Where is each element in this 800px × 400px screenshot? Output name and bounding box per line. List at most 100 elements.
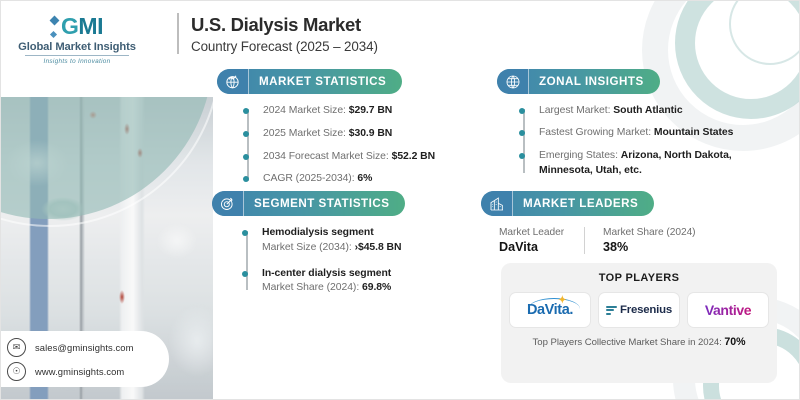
stat-label: 2025 Market Size: <box>263 127 349 139</box>
market-leader-value: DaVita <box>499 239 538 254</box>
bullet-dot <box>519 153 525 160</box>
stat-label: 2024 Market Size: <box>263 105 349 116</box>
zonal-insights-header: ZONAL INSIGHTS <box>497 69 660 94</box>
globe-icon: ☉ <box>7 361 26 381</box>
market-share-value: 38% <box>603 239 629 254</box>
section-segment-statistics: SEGMENT STATISTICS Hemodialysis segment … <box>212 191 406 296</box>
logo-mark: GMI <box>13 15 141 38</box>
segment-heading: Hemodialysis segment <box>262 227 374 238</box>
bullet-dot <box>242 230 248 236</box>
logo-text: GMI <box>61 13 103 39</box>
target-chart-icon <box>212 191 244 216</box>
list-item: In-center dialysis segment Market Share … <box>242 267 405 297</box>
bullet-dot <box>243 153 249 160</box>
footnote-value: 70% <box>724 336 746 348</box>
list-connector-line <box>523 108 525 173</box>
player-logo-davita[interactable]: ✦ DaVita. <box>510 293 590 327</box>
segment-value: 69.8% <box>362 282 392 294</box>
list-item: Largest Market: South Atlantic <box>519 104 787 119</box>
list-connector-line <box>246 231 248 291</box>
player-name: Fresenius <box>619 304 672 316</box>
top-players-title: TOP PLAYERS <box>598 272 680 284</box>
logo-company-name: Global Market Insights <box>18 41 136 53</box>
market-statistics-header: MARKET STATISTICS <box>217 69 403 94</box>
stat-label: CAGR (2025-2034): <box>263 173 358 185</box>
market-leader-row: Market Leader DaVita Market Share (2024)… <box>481 226 781 254</box>
zonal-label: Largest Market: <box>539 104 614 116</box>
market-leader-label: Market Leader <box>499 226 565 238</box>
fresenius-mark-icon <box>605 305 617 315</box>
davita-star-icon: ✦ <box>558 294 567 306</box>
market-leaders-header: MARKET LEADERS <box>481 191 655 216</box>
list-item: Emerging States: Arizona, North Dakota, … <box>519 149 787 179</box>
market-statistics-title: MARKET STATISTICS <box>259 75 387 88</box>
list-connector-line <box>247 109 249 182</box>
city-buildings-icon <box>481 191 513 216</box>
globe-icon <box>497 69 529 94</box>
bullet-dot <box>519 130 525 137</box>
logo-tagline: Insights to Innovation <box>43 58 111 65</box>
page-title-block: U.S. Dialysis Market Country Forecast (2… <box>177 13 378 55</box>
market-leaders-title: MARKET LEADERS <box>523 197 639 210</box>
market-statistics-list: 2024 Market Size: $29.7 BN 2025 Market S… <box>243 104 435 187</box>
logo-diamond-icon <box>49 15 60 25</box>
gmi-logo: GMI Global Market Insights Insights to I… <box>13 15 141 66</box>
zonal-value: Arizona, North Dakota, Minnesota, Utah, … <box>539 150 732 176</box>
zonal-insights-title: ZONAL INSIGHTS <box>539 75 644 88</box>
davita-swoosh-icon <box>527 297 580 309</box>
section-zonal-insights: ZONAL INSIGHTS Largest Market: South Atl… <box>497 69 787 179</box>
segment-statistics-title: SEGMENT STATISTICS <box>254 197 390 210</box>
top-players-card: TOP PLAYERS ✦ DaVita. Fresenius Vantive … <box>501 263 777 383</box>
envelope-icon: ✉ <box>7 337 26 357</box>
globe-chart-icon <box>217 69 249 94</box>
bullet-dot <box>242 270 248 277</box>
zonal-label: Fastest Growing Market: <box>539 127 654 139</box>
segment-label: Market Size (2034): <box>262 241 355 253</box>
player-logo-fresenius[interactable]: Fresenius <box>599 293 679 327</box>
market-leader-block: Market Leader DaVita <box>499 227 584 254</box>
section-market-statistics: MARKET STATISTICS 2024 Market Size: $29.… <box>217 69 435 187</box>
contact-website: www.gminsights.com <box>35 365 125 377</box>
contact-email-row[interactable]: ✉ sales@gminsights.com <box>7 337 169 357</box>
contact-info: ✉ sales@gminsights.com ☉ www.gminsights.… <box>1 331 169 387</box>
contact-website-row[interactable]: ☉ www.gminsights.com <box>7 361 169 381</box>
bullet-dot <box>519 107 525 114</box>
logo-diamond-small-icon <box>49 30 58 38</box>
stat-value: 6% <box>357 173 373 185</box>
section-market-leaders: MARKET LEADERS Market Leader DaVita Mark… <box>481 191 781 254</box>
market-share-block: Market Share (2024) 38% <box>584 226 696 254</box>
top-players-footnote: Top Players Collective Market Share in 2… <box>533 336 746 348</box>
bullet-dot <box>243 176 249 183</box>
stat-value: $29.7 BN <box>348 105 393 116</box>
player-name: Vantive <box>704 302 752 318</box>
page-title: U.S. Dialysis Market <box>191 14 361 35</box>
list-item: 2024 Market Size: $29.7 BN <box>243 104 435 119</box>
contact-email: sales@gminsights.com <box>35 341 134 353</box>
top-players-logos: ✦ DaVita. Fresenius Vantive <box>510 293 768 327</box>
logo-divider <box>25 55 129 56</box>
list-item: Fastest Growing Market: Mountain States <box>519 126 787 141</box>
list-item: CAGR (2025-2034): 6% <box>243 172 435 187</box>
segment-statistics-header: SEGMENT STATISTICS <box>212 191 406 216</box>
market-share-label: Market Share (2024) <box>603 226 696 238</box>
player-logo-vantive[interactable]: Vantive <box>688 293 768 327</box>
bullet-dot <box>243 108 249 114</box>
footnote-label: Top Players Collective Market Share in 2… <box>532 337 725 348</box>
decorative-ring-top-right-inner <box>729 1 799 65</box>
stat-label: 2034 Forecast Market Size: <box>263 150 392 162</box>
segment-value: ›$45.8 BN <box>354 241 402 253</box>
list-item: 2025 Market Size: $30.9 BN <box>243 127 435 142</box>
segment-heading: In-center dialysis segment <box>262 267 392 279</box>
zonal-label: Emerging States: <box>539 150 621 162</box>
segment-label: Market Share (2024): <box>262 282 363 294</box>
zonal-value: Mountain States <box>653 127 734 139</box>
list-item: Hemodialysis segment Market Size (2034):… <box>242 226 405 256</box>
page-subtitle: Country Forecast (2025 – 2034) <box>191 39 378 55</box>
list-item: 2034 Forecast Market Size: $52.2 BN <box>243 150 436 165</box>
segment-statistics-list: Hemodialysis segment Market Size (2034):… <box>242 226 405 296</box>
bullet-dot <box>243 130 249 137</box>
zonal-value: South Atlantic <box>613 104 683 116</box>
stat-value: $52.2 BN <box>391 150 436 162</box>
stat-value: $30.9 BN <box>348 127 393 139</box>
